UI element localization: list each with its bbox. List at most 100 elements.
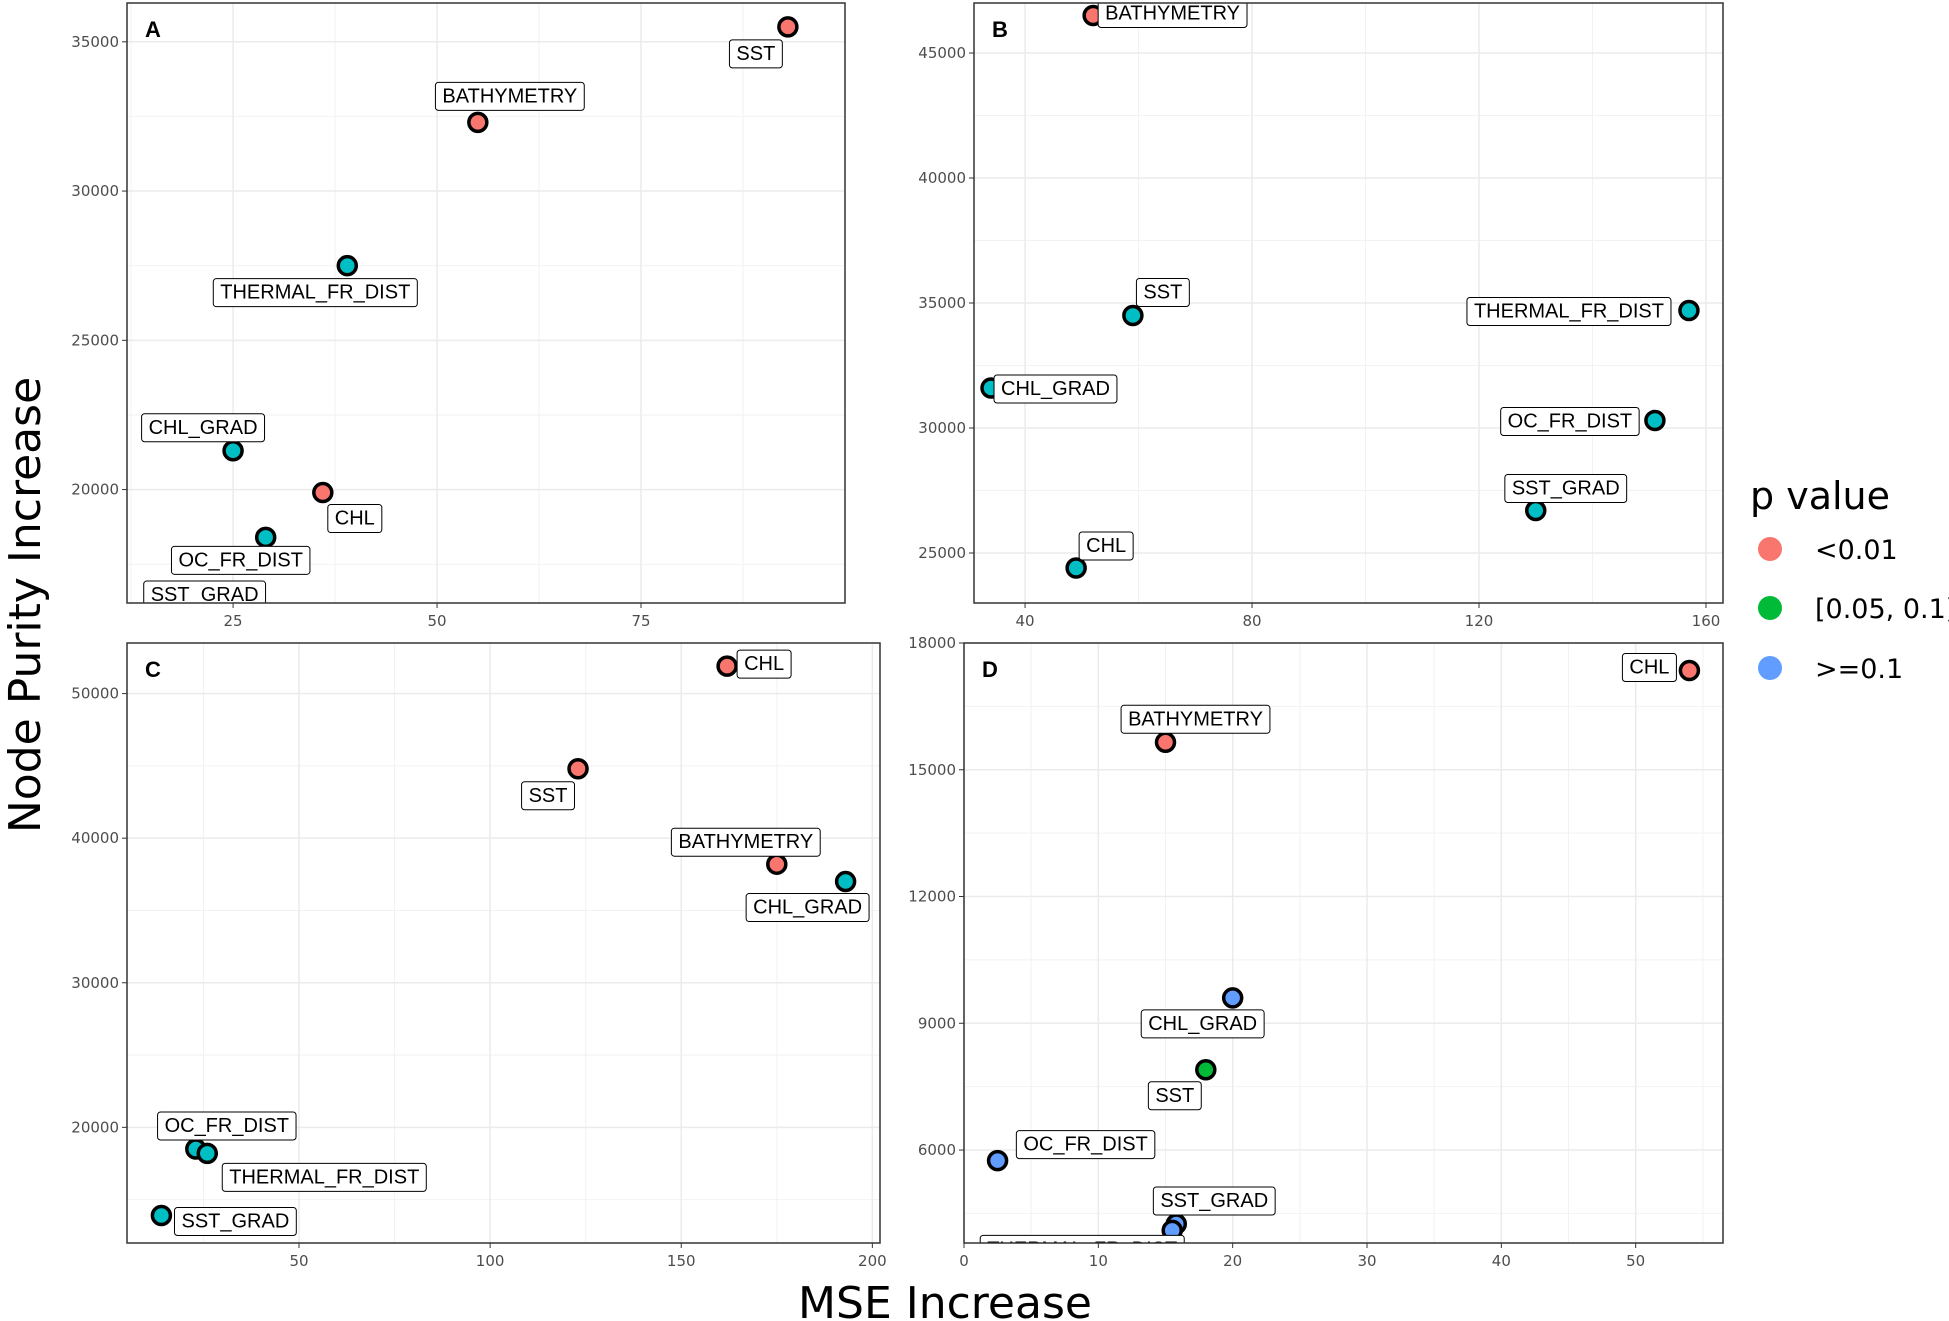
point-label-text: OC_FR_DIST	[1023, 1134, 1147, 1156]
x-tick-label: 150	[667, 1252, 696, 1270]
y-tick-label: 35000	[918, 294, 966, 312]
legend: p value <0.01 [0.05, 0.1) >=0.1	[1750, 474, 1949, 685]
point-label-box	[993, 374, 1118, 404]
point-label: BATHYMETRY	[1097, 3, 1248, 28]
point-label-text: SST_GRAD	[181, 1211, 289, 1233]
data-point	[986, 1149, 1009, 1172]
point-label-box	[1152, 1186, 1276, 1216]
x-tick-label: 120	[1465, 612, 1494, 630]
point-label: SST	[1135, 278, 1190, 307]
legend-key-red	[1758, 537, 1782, 561]
point-label-box	[1140, 1009, 1265, 1039]
point-label: SST	[728, 39, 783, 69]
y-tick-label: 25000	[918, 544, 966, 562]
legend-title: p value	[1750, 474, 1890, 518]
data-point	[834, 870, 857, 893]
point-label-text: OC_FR_DIST	[165, 1115, 289, 1137]
marks: SST BATHYMETRY THERMAL_FR_DIST CHL_GRAD CHL O…	[141, 16, 799, 606]
panel-D: 0 10 20 30 40 50 6000 9000 12000 15000 18000 D CHL BA…	[908, 634, 1724, 1270]
y-tick-label: 40000	[71, 829, 119, 847]
point-label-box	[170, 545, 311, 575]
point-label-box	[1500, 407, 1640, 436]
y-tick-label: 50000	[71, 685, 119, 703]
point-label-box	[141, 413, 266, 443]
panel-B: 40 80 120 1602500030000350004000045000BBATH…	[918, 2, 1724, 630]
panel-letter: A	[145, 17, 161, 42]
y-tick-label: 45000	[918, 44, 966, 62]
point-label-text: CHL_GRAD	[1148, 1013, 1257, 1035]
point-label: CHL_GRAD	[745, 893, 870, 923]
point-label-text: THERMAL_FR_DIST	[1474, 301, 1664, 323]
point-label: BATHYMETRY	[1120, 704, 1271, 734]
point-label-text: CHL	[744, 653, 784, 675]
panel-letter: B	[992, 17, 1008, 42]
panel-letter: C	[145, 657, 161, 682]
point-label: CHL	[1621, 652, 1677, 682]
x-axis-title: MSE Increase	[798, 1278, 1092, 1321]
marks: BATHYMETRY SST THERMAL_FR_DIST CHL_GRAD OC_F…	[980, 3, 1700, 579]
point-label-box	[157, 1111, 297, 1141]
panel-background	[127, 643, 880, 1243]
point-label: SST	[1147, 1081, 1202, 1111]
point-label-text: SST_GRAD	[1160, 1190, 1268, 1212]
x-tick-label: 50	[427, 612, 446, 630]
point-label-box	[1015, 1130, 1156, 1160]
data-point	[1525, 499, 1547, 522]
data-point	[1122, 304, 1144, 327]
data-point	[254, 526, 277, 549]
point-label-box	[1135, 278, 1190, 307]
point-label-text: BATHYMETRY	[1105, 3, 1240, 25]
marks: CHL SST BATHYMETRY CHL_GRAD OC_FR_DIST THERMA…	[150, 649, 870, 1237]
panel-border	[973, 2, 1724, 604]
x-tick-label: 50	[1626, 1252, 1645, 1270]
point-label: SST	[521, 781, 575, 811]
point-label-box	[434, 81, 585, 111]
point-label: CHL	[736, 649, 792, 679]
point-label-box	[173, 1207, 297, 1237]
data-point	[1221, 987, 1244, 1009]
y-tick-label: 40000	[918, 169, 966, 187]
point-label: SST_GRAD	[1504, 474, 1628, 503]
y-tick-label: 9000	[918, 1014, 956, 1032]
panel-letter: D	[982, 657, 998, 682]
y-axis-title: Node Purity Increase	[0, 377, 51, 833]
point-label-box	[1078, 531, 1134, 561]
legend-label-green: [0.05, 0.1)	[1815, 594, 1949, 625]
point-label-box	[670, 827, 821, 857]
point-label-text: SST	[1143, 282, 1182, 304]
point-label: BATHYMETRY	[670, 827, 821, 857]
point-label: OC_FR_DIST	[1500, 407, 1640, 436]
x-tick-label: 30	[1357, 1252, 1376, 1270]
data-point	[467, 111, 489, 134]
y-tick-label: 30000	[71, 974, 119, 992]
data-point	[1065, 557, 1087, 579]
point-label: THERMAL_FR_DIST	[979, 1234, 1185, 1243]
y-tick-label: 35000	[71, 33, 119, 51]
data-point	[1678, 299, 1700, 322]
legend-key-green	[1758, 596, 1782, 620]
point-label: CHL	[327, 504, 383, 534]
point-label: CHL_GRAD	[1140, 1009, 1265, 1039]
data-point	[1678, 659, 1701, 682]
point-label-box	[1147, 1081, 1202, 1111]
point-label-box	[728, 39, 783, 69]
legend-label-red: <0.01	[1815, 535, 1898, 566]
y-tick-label: 25000	[71, 331, 119, 349]
point-label: CHL_GRAD	[141, 413, 266, 443]
data-point	[567, 758, 589, 780]
x-tick-label: 200	[858, 1252, 887, 1270]
point-label-text: CHL	[1086, 535, 1126, 557]
point-label-box	[1466, 297, 1672, 326]
x-tick-label: 100	[476, 1252, 505, 1270]
y-tick-label: 30000	[918, 419, 966, 437]
panel-C: 50 100 150 200 20000 30000 40000 50000 C CHL SST BA…	[71, 642, 887, 1270]
point-label: SST_GRAD	[173, 1207, 297, 1237]
y-tick-label: 15000	[908, 761, 956, 779]
x-tick-label: 10	[1089, 1252, 1108, 1270]
point-label-text: BATHYMETRY	[678, 831, 813, 853]
point-label-text: CHL	[1629, 656, 1669, 678]
point-label-text: SST_GRAD	[151, 584, 259, 606]
data-point	[222, 440, 244, 462]
point-label: CHL	[1078, 531, 1134, 561]
point-label-text: OC_FR_DIST	[1508, 411, 1632, 433]
